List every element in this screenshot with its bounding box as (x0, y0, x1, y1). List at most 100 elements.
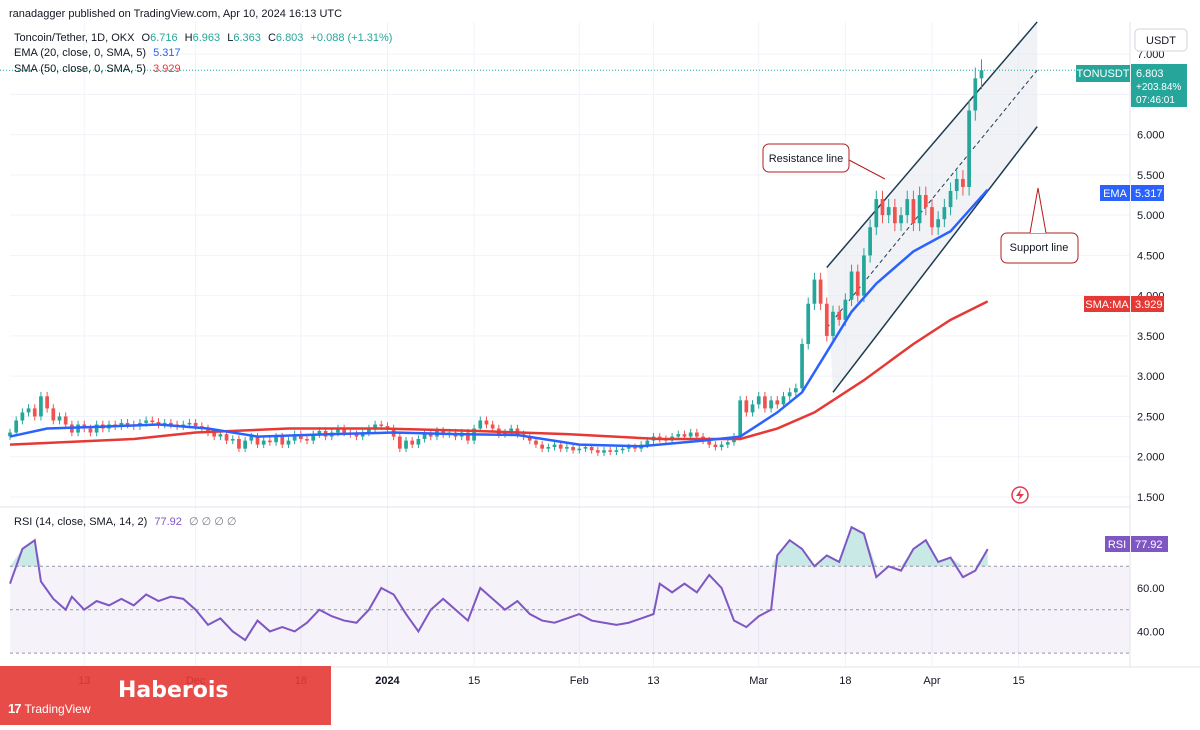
candle-body (249, 436, 254, 441)
ema-tag-value-box (1131, 185, 1164, 201)
ema-tag-name-box (1100, 185, 1130, 201)
candle-body (905, 199, 910, 216)
candle-body (645, 440, 650, 445)
currency-label: USDT (1146, 35, 1176, 47)
candle-body (917, 195, 922, 224)
candle-body (577, 448, 582, 451)
candle-body (373, 424, 377, 429)
candle-body (973, 78, 978, 111)
candle-body (286, 440, 291, 445)
candle-body (268, 440, 272, 443)
legend-symbol: Toncoin/Tether, 1D, OKX (14, 32, 135, 44)
price-tag-pct: +203.84% (1136, 82, 1181, 93)
time-tick-label: Mar (749, 675, 768, 687)
candle-body (775, 400, 780, 405)
candle-body (503, 432, 507, 435)
rsi-tag-name: RSI (1108, 539, 1126, 551)
rsi-tag-name-box (1105, 536, 1130, 552)
rsi-tick-label: 60.00 (1137, 583, 1165, 595)
candle-body (868, 227, 872, 256)
candle-body (51, 408, 56, 421)
candle-body (565, 447, 569, 449)
candle-body (336, 428, 340, 433)
candle-body (317, 430, 322, 435)
candle-body (886, 207, 891, 216)
candle-body (342, 428, 346, 433)
legend-ema-value: 5.317 (153, 47, 181, 59)
time-tick-label: 18 (839, 675, 851, 687)
candle-body (626, 447, 631, 449)
rsi-tag-value-box (1131, 536, 1168, 552)
legend-row-rsi[interactable]: RSI (14, close, SMA, 14, 2) 77.92 ∅ ∅ ∅ … (14, 516, 236, 528)
candle-body (224, 434, 229, 441)
candle-body (212, 432, 217, 437)
candle-body (781, 396, 786, 405)
candle-body (274, 436, 278, 443)
candle-body (410, 440, 415, 445)
candle-body (404, 440, 408, 449)
candle-body (63, 416, 68, 425)
support-callout-pointer (1029, 187, 1047, 234)
channel-lower-line (832, 126, 1038, 393)
legend-close: 6.803 (276, 32, 304, 44)
legend-rsi-value: 77.92 (154, 516, 182, 528)
watermark-brand: Haberois (118, 678, 229, 703)
ema20-line (9, 188, 989, 448)
legend-row-sma[interactable]: SMA (50, close, 0, SMA, 5) 3.929 (14, 63, 181, 75)
candle-body (738, 400, 743, 437)
candle-body (824, 303, 829, 336)
candle-body (397, 436, 402, 449)
sma-tag-value-box (1131, 296, 1164, 312)
currency-button[interactable] (1134, 28, 1188, 52)
candle-body (546, 447, 551, 449)
candle-body (688, 432, 693, 437)
candle-body (484, 420, 489, 425)
candle-body (144, 420, 148, 423)
price-tick-label: 1.500 (1137, 492, 1165, 504)
candle-body (633, 447, 637, 449)
candle-body (583, 447, 588, 449)
candle-body (490, 424, 495, 429)
tradingview-logo-text: TradingView (24, 701, 91, 716)
candle-body (552, 444, 557, 448)
candle-body (589, 447, 594, 451)
time-tick-label: 13 (647, 675, 659, 687)
candle-body (169, 422, 173, 425)
candle-body (831, 311, 835, 336)
candle-body (8, 432, 12, 437)
ema-tag-name: EMA (1103, 188, 1128, 200)
candle-body (676, 434, 681, 437)
candle-body (862, 255, 866, 296)
candle-body (32, 408, 37, 417)
legend-sma-value: 3.929 (153, 63, 181, 75)
support-label: Support line (1010, 242, 1069, 254)
rsi-tag: RSI 77.92 (1105, 536, 1168, 552)
candle-body (385, 426, 390, 429)
price-tick-label: 2.500 (1137, 411, 1165, 423)
time-tick-label: Apr (923, 675, 940, 687)
ma-layer (9, 188, 989, 448)
legend-o-label: O (142, 32, 151, 44)
legend-row-ema[interactable]: EMA (20, close, 0, SMA, 5) 5.317 (14, 47, 181, 59)
candle-body (750, 404, 755, 413)
resistance-annotation: Resistance line (762, 143, 886, 180)
legend-sma-label: SMA (50, close, 0, SMA, 5) (14, 63, 146, 75)
candle-body (812, 279, 817, 304)
lightning-icon[interactable] (1011, 486, 1029, 504)
candle-body (305, 438, 309, 441)
candle-body (218, 434, 223, 437)
rsi-axis[interactable]: 60.00 40.00 (1137, 583, 1165, 638)
tradingview-logo[interactable]: 17 TradingView (8, 701, 91, 716)
candle-body (466, 432, 470, 441)
legend-l-label: L (227, 32, 233, 44)
legend-rsi-extra: ∅ ∅ ∅ ∅ (189, 516, 237, 528)
time-tick-label: 15 (468, 675, 480, 687)
candle-body (428, 434, 433, 437)
candle-body (416, 438, 421, 445)
candle-body (292, 434, 297, 441)
candle-body (230, 438, 235, 441)
candle-body (967, 110, 971, 187)
candle-body (744, 400, 749, 413)
